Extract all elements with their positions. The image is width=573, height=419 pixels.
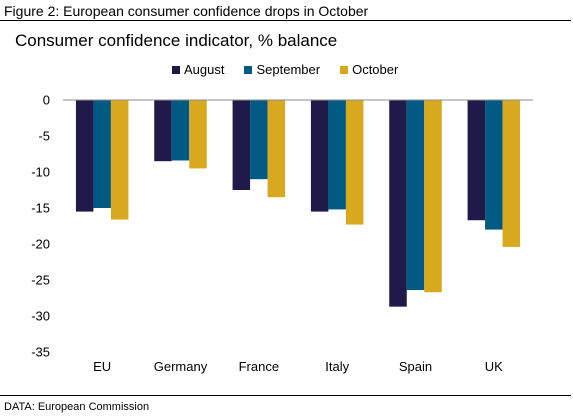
legend-swatch-september <box>244 65 253 74</box>
x-tick-label: Spain <box>399 359 432 374</box>
bar-september-france <box>250 100 268 180</box>
legend-item-october: October <box>340 62 398 77</box>
bar-august-eu <box>75 100 94 212</box>
y-tick-label: -20 <box>31 237 50 252</box>
bar-september-germany <box>171 100 190 161</box>
legend: August September October <box>172 62 398 77</box>
legend-swatch-august <box>172 65 180 74</box>
bar-october-france <box>267 100 286 198</box>
bar-september-italy <box>328 100 346 210</box>
bar-october-uk <box>502 100 521 247</box>
figure-title: Figure 2: European consumer confidence d… <box>4 3 369 19</box>
y-tick-label: -35 <box>31 345 50 360</box>
bar-august-uk <box>467 100 486 221</box>
y-tick-label: -15 <box>31 201 50 216</box>
x-tick-label: France <box>239 359 279 374</box>
legend-item-august: August <box>172 62 224 77</box>
y-tick-label: -5 <box>38 129 50 144</box>
x-tick-label: Italy <box>325 359 349 374</box>
bar-september-uk <box>485 100 503 230</box>
source-note: DATA: European Commission <box>4 401 150 413</box>
bar-october-germany <box>189 100 207 169</box>
x-tick-label: EU <box>93 359 111 374</box>
y-tick-label: -10 <box>31 165 50 180</box>
legend-label-october: October <box>352 62 399 77</box>
bar-august-france <box>232 100 251 190</box>
chart-title: Consumer confidence indicator, % balance <box>15 31 338 50</box>
legend-label-august: August <box>184 62 225 77</box>
bar-august-germany <box>154 100 172 162</box>
bar-october-eu <box>110 100 129 220</box>
bar-august-italy <box>310 100 329 212</box>
y-tick-label: -25 <box>31 273 50 288</box>
legend-label-september: September <box>256 62 321 77</box>
bar-october-spain <box>424 100 442 293</box>
x-tick-label: Germany <box>154 359 208 374</box>
chart-frame <box>0 20 571 396</box>
bar-october-italy <box>345 100 364 225</box>
legend-item-september: September <box>244 62 320 77</box>
y-tick-label: -30 <box>31 309 50 324</box>
bar-september-spain <box>406 100 425 291</box>
legend-swatch-october <box>340 65 349 74</box>
y-tick-label: 0 <box>43 93 50 108</box>
bar-september-eu <box>93 100 111 208</box>
bar-august-spain <box>389 100 407 307</box>
x-tick-label: UK <box>485 359 503 374</box>
